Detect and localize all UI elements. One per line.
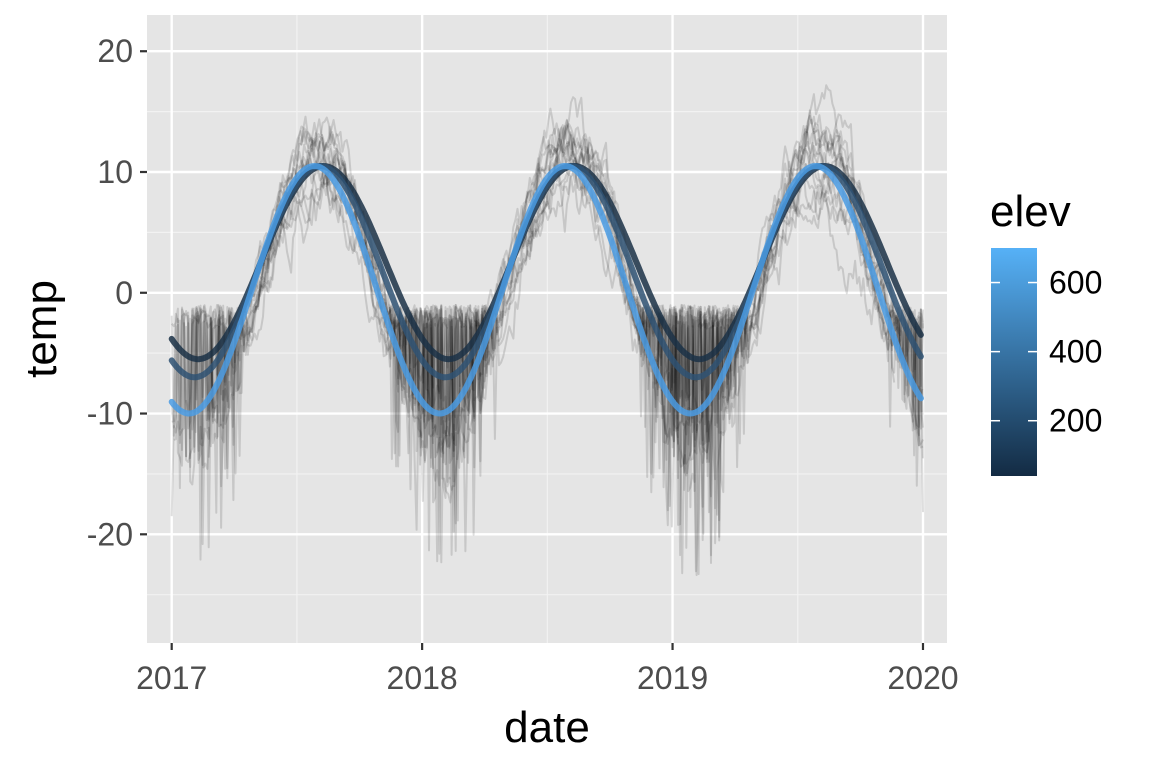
y-tick-label: 10 — [97, 154, 133, 190]
x-tick-label: 2018 — [387, 660, 458, 696]
legend-tick-label: 200 — [1049, 403, 1102, 439]
legend-ticks: 200 400 600 — [991, 265, 1102, 439]
legend-tick-label: 400 — [1049, 334, 1102, 370]
grid-minor — [147, 15, 947, 643]
station-line — [170, 84, 924, 552]
fitted-line-elev-300 — [168, 163, 924, 381]
legend-colorbar — [991, 248, 1037, 476]
station-line — [171, 114, 924, 557]
station-line — [170, 107, 924, 575]
legend-title: elev — [990, 187, 1071, 236]
x-axis: 2017 2018 2019 2020 — [136, 643, 959, 696]
station-line — [200, 116, 896, 535]
y-tick-label: -10 — [87, 396, 133, 432]
station-line — [207, 152, 924, 573]
station-line — [170, 130, 924, 538]
fitted-lines — [168, 163, 924, 417]
fitted-line-elev-700 — [168, 163, 924, 417]
y-tick-label: 0 — [115, 275, 133, 311]
y-tick-label: 20 — [97, 33, 133, 69]
station-line — [192, 114, 924, 461]
y-axis-title: temp — [17, 280, 66, 378]
legend: elev 200 400 600 — [990, 187, 1102, 476]
grid-major — [147, 15, 947, 643]
legend-tick-label: 600 — [1049, 265, 1102, 301]
y-tick-label: -20 — [87, 516, 133, 552]
y-axis: -20 -10 0 10 20 — [87, 33, 147, 552]
x-tick-label: 2020 — [887, 660, 958, 696]
x-axis-title: date — [504, 703, 590, 752]
x-tick-label: 2017 — [136, 660, 207, 696]
x-tick-label: 2019 — [637, 660, 708, 696]
